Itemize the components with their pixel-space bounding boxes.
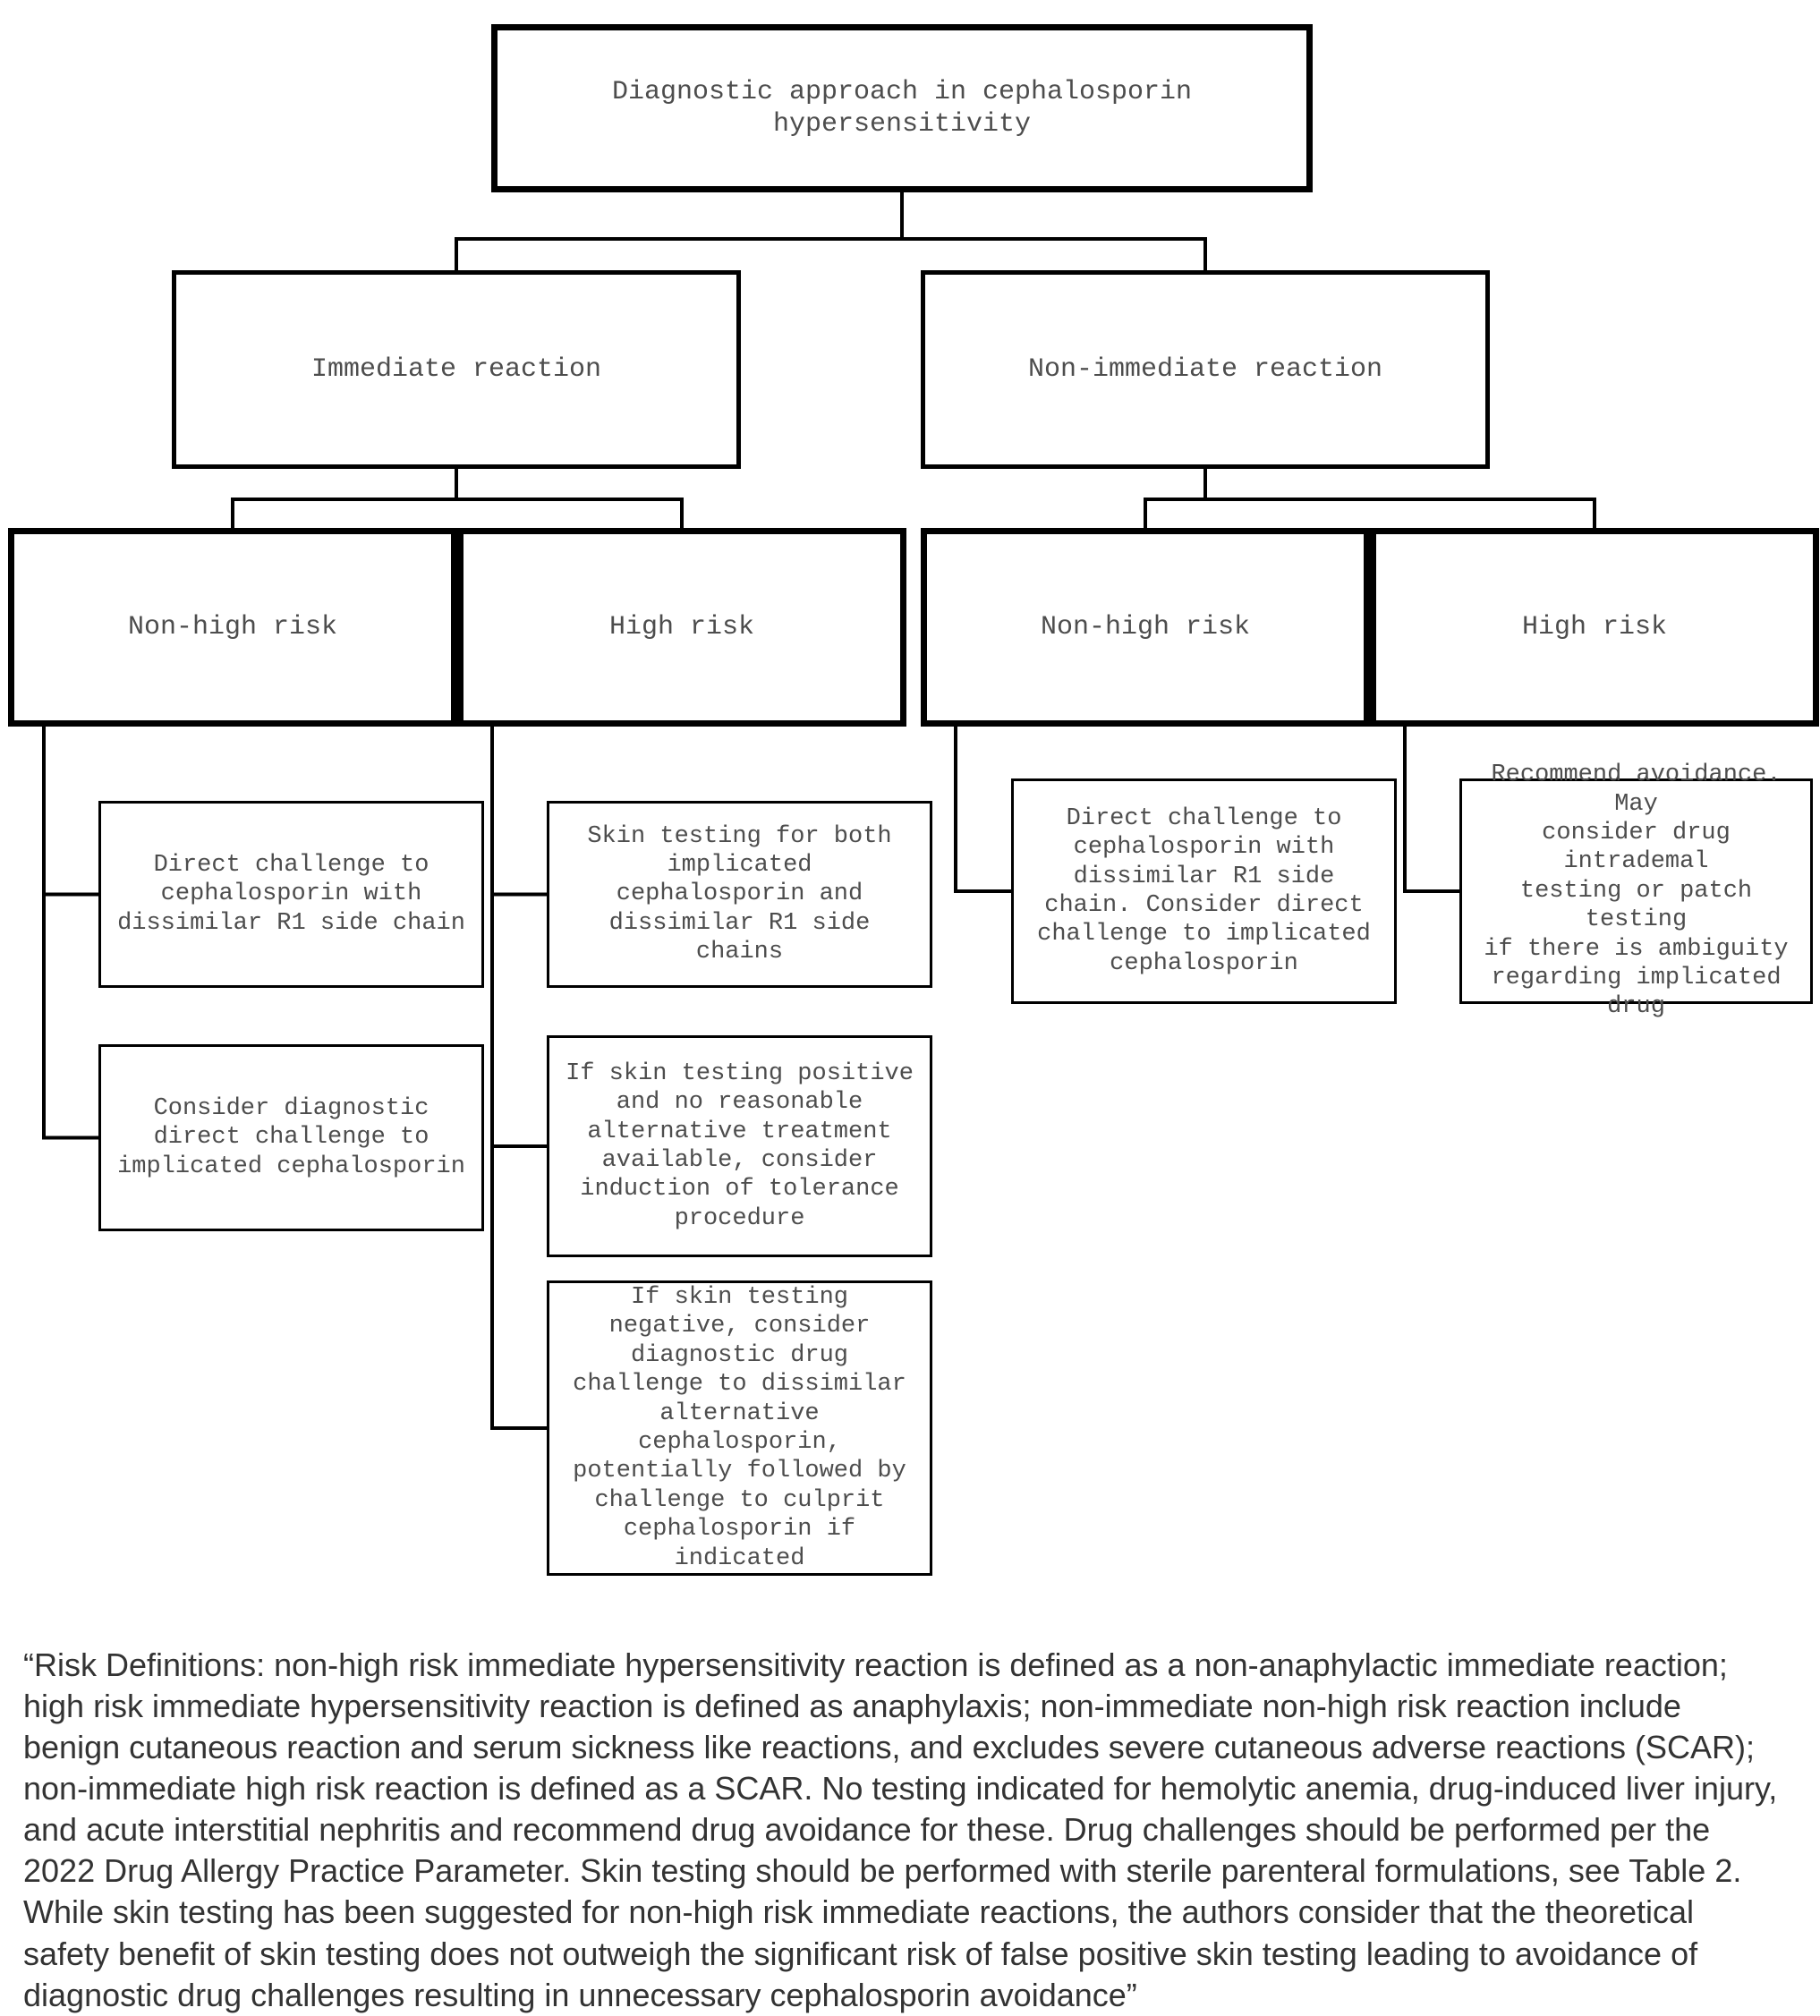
leaf-imm-nhr-2: Consider diagnostic direct challenge to … (98, 1044, 484, 1231)
node-text: If skin testing negative, consider diagn… (573, 1283, 906, 1573)
node-text: Non-immediate reaction (1028, 353, 1382, 386)
node-text: Non-high risk (128, 611, 337, 643)
node-nonimmediate-non-high-risk: Non-high risk (921, 528, 1370, 727)
leaf-imm-hr-3: If skin testing negative, consider diagn… (547, 1280, 932, 1576)
node-immediate-non-high-risk: Non-high risk (8, 528, 457, 727)
leaf-nonimm-hr-1: Recommend avoidance. May consider drug i… (1459, 778, 1813, 1004)
node-immediate-reaction: Immediate reaction (172, 270, 741, 469)
node-nonimmediate-high-risk: High risk (1370, 528, 1819, 727)
node-text: If skin testing positive and no reasonab… (566, 1059, 914, 1233)
node-text: High risk (1522, 611, 1667, 643)
node-text: Recommend avoidance. May consider drug i… (1475, 761, 1798, 1022)
node-text: Diagnostic approach in cephalosporin hyp… (612, 76, 1192, 140)
node-root: Diagnostic approach in cephalosporin hyp… (491, 24, 1313, 192)
node-text: Direct challenge to cephalosporin with d… (1037, 804, 1371, 978)
leaf-imm-nhr-1: Direct challenge to cephalosporin with d… (98, 801, 484, 988)
caption-text: “Risk Definitions: non-high risk immedia… (23, 1646, 1777, 2013)
leaf-imm-hr-2: If skin testing positive and no reasonab… (547, 1035, 932, 1257)
node-non-immediate-reaction: Non-immediate reaction (921, 270, 1490, 469)
node-text: Immediate reaction (311, 353, 601, 386)
node-text: Non-high risk (1041, 611, 1250, 643)
node-text: Direct challenge to cephalosporin with d… (117, 851, 465, 938)
leaf-imm-hr-1: Skin testing for both implicated cephalo… (547, 801, 932, 988)
node-text: Skin testing for both implicated cephalo… (587, 822, 891, 967)
node-immediate-high-risk: High risk (457, 528, 906, 727)
node-text: Consider diagnostic direct challenge to … (117, 1094, 465, 1181)
flowchart-canvas: Diagnostic approach in cephalosporin hyp… (0, 0, 1820, 1978)
leaf-nonimm-nhr-1: Direct challenge to cephalosporin with d… (1011, 778, 1397, 1004)
caption-risk-definitions: “Risk Definitions: non-high risk immedia… (23, 1645, 1786, 2016)
node-text: High risk (609, 611, 754, 643)
